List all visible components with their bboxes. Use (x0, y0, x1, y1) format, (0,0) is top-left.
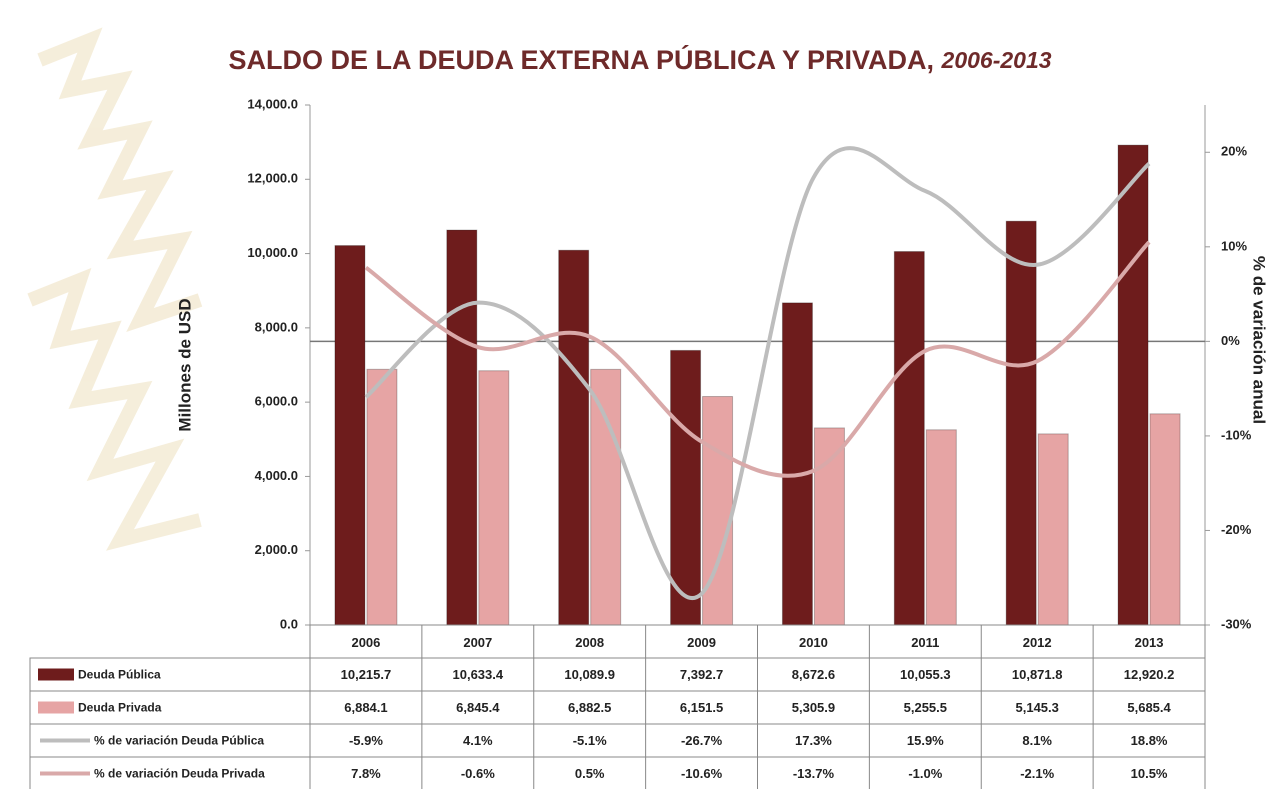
y-tick-label: 0.0 (280, 616, 298, 631)
data-label: 12,920.2 (1124, 667, 1175, 682)
x-tick-label: 2013 (1135, 635, 1164, 650)
x-tick-label: 2012 (1023, 635, 1052, 650)
title-main: SALDO DE LA DEUDA EXTERNA PÚBLICA Y PRIV… (228, 44, 934, 75)
data-label: 6,884.1 (344, 700, 387, 715)
data-label: -10.6% (681, 766, 723, 781)
bar (447, 230, 477, 625)
legend-label: % de variación Deuda Privada (94, 767, 265, 781)
data-label: 10.5% (1131, 766, 1168, 781)
data-label: 5,145.3 (1016, 700, 1059, 715)
bar (814, 428, 844, 625)
data-label: 10,215.7 (341, 667, 392, 682)
bar (1038, 434, 1068, 625)
bar (1006, 221, 1036, 625)
data-label: 10,871.8 (1012, 667, 1063, 682)
data-label: 5,685.4 (1127, 700, 1171, 715)
data-label: 5,255.5 (904, 700, 947, 715)
y-tick-label: 14,000.0 (247, 96, 298, 111)
legend-label: % de variación Deuda Pública (94, 734, 264, 748)
y-tick-label: 8,000.0 (255, 319, 298, 334)
data-label: 18.8% (1131, 733, 1168, 748)
x-tick-label: 2010 (799, 635, 828, 650)
data-label: 6,151.5 (680, 700, 723, 715)
y-tick-label: 10,000.0 (247, 245, 298, 260)
x-tick-label: 2008 (575, 635, 604, 650)
data-label: 15.9% (907, 733, 944, 748)
data-label: 10,055.3 (900, 667, 951, 682)
data-label: -13.7% (793, 766, 835, 781)
y-axis-label: Millones de USD (175, 298, 194, 431)
x-tick-label: 2006 (351, 635, 380, 650)
data-label: -5.9% (349, 733, 383, 748)
chart-title: SALDO DE LA DEUDA EXTERNA PÚBLICA Y PRIV… (228, 44, 1051, 75)
y-tick-label: 2,000.0 (255, 542, 298, 557)
bar (559, 250, 589, 625)
title-period: 2006-2013 (941, 47, 1052, 73)
data-label: 10,633.4 (453, 667, 504, 682)
data-label: -5.1% (573, 733, 607, 748)
y2-tick-label: -30% (1221, 616, 1252, 631)
bar (894, 252, 924, 625)
data-label: -1.0% (908, 766, 942, 781)
data-label: 7.8% (351, 766, 381, 781)
chart: SALDO DE LA DEUDA EXTERNA PÚBLICA Y PRIV… (0, 0, 1274, 789)
bar (926, 430, 956, 625)
bar (479, 371, 509, 625)
y2-tick-label: 10% (1221, 238, 1247, 253)
data-label: -26.7% (681, 733, 723, 748)
data-label: -0.6% (461, 766, 495, 781)
legend-label: Deuda Privada (78, 701, 162, 715)
data-label: 4.1% (463, 733, 493, 748)
data-label: 7,392.7 (680, 667, 723, 682)
data-label: 8.1% (1022, 733, 1052, 748)
data-label: 10,089.9 (564, 667, 615, 682)
x-tick-label: 2011 (911, 635, 939, 650)
bar (591, 369, 621, 625)
data-label: 6,845.4 (456, 700, 500, 715)
bar (335, 246, 365, 625)
y2-tick-label: 20% (1221, 144, 1247, 159)
legend-label: Deuda Pública (78, 668, 161, 682)
data-label: 0.5% (575, 766, 605, 781)
bar (367, 369, 397, 625)
bar (703, 397, 733, 625)
bar (1118, 145, 1148, 625)
y-tick-label: 6,000.0 (255, 394, 298, 409)
data-label: 8,672.6 (792, 667, 835, 682)
y-tick-label: 12,000.0 (247, 171, 298, 186)
y2-tick-label: -20% (1221, 522, 1252, 537)
data-label: -2.1% (1020, 766, 1054, 781)
y-tick-label: 4,000.0 (255, 468, 298, 483)
y2-axis-label: % de variación anual (1250, 256, 1269, 424)
x-tick-label: 2009 (687, 635, 716, 650)
data-label: 5,305.9 (792, 700, 835, 715)
y2-tick-label: -10% (1221, 427, 1252, 442)
legend-key (38, 702, 74, 714)
data-label: 6,882.5 (568, 700, 611, 715)
legend-key (38, 669, 74, 681)
bar (1150, 414, 1180, 625)
x-tick-label: 2007 (463, 635, 492, 650)
y2-tick-label: 0% (1221, 333, 1240, 348)
decoration (30, 40, 200, 540)
data-label: 17.3% (795, 733, 832, 748)
bar (782, 303, 812, 625)
